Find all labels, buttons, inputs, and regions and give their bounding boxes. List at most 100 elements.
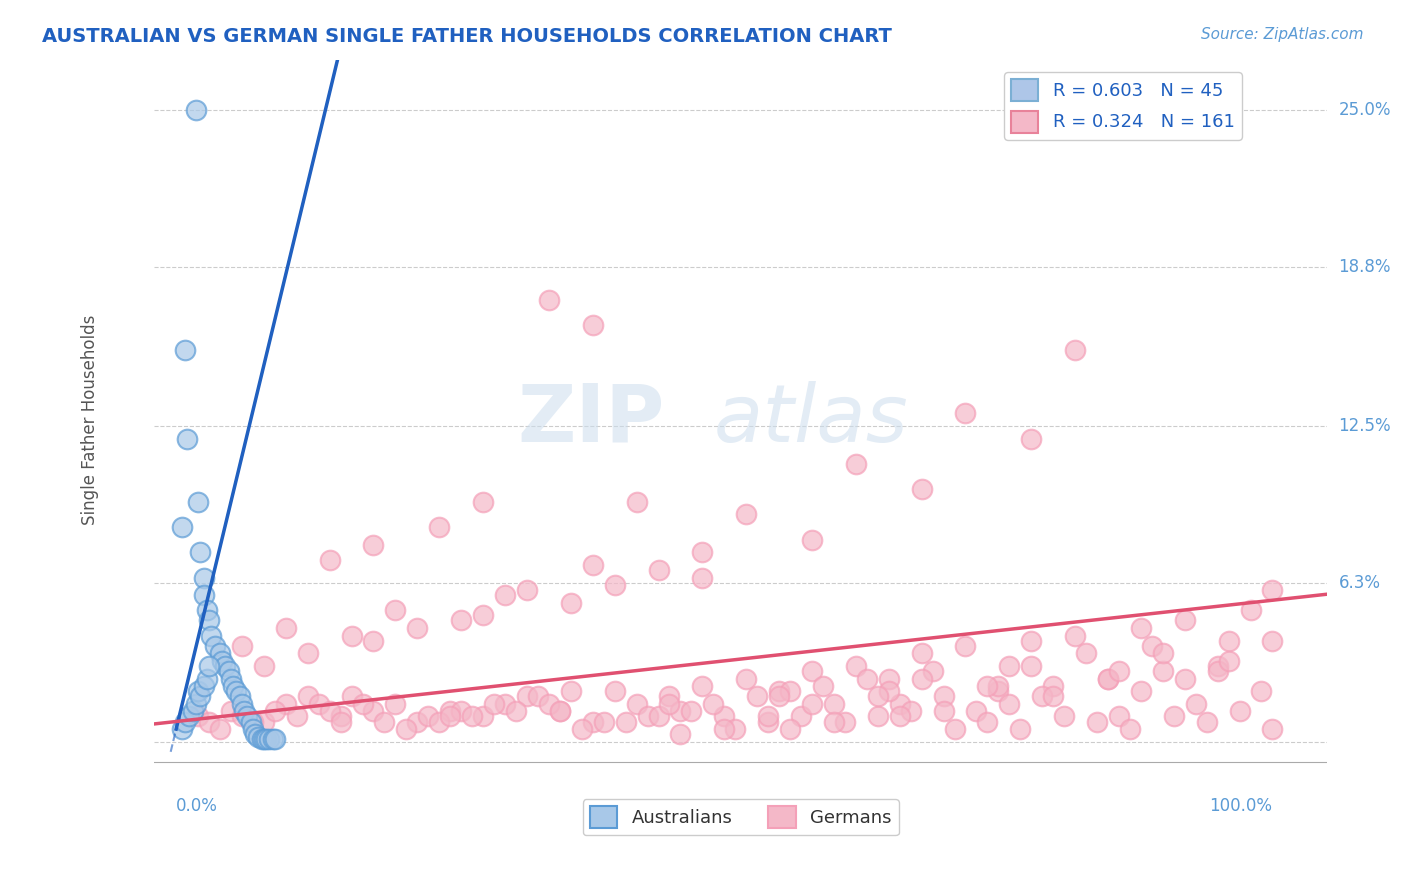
Point: [889, 697, 911, 711]
Point: [482, 697, 505, 711]
Point: [188, 545, 211, 559]
Point: [1074, 646, 1097, 660]
Point: [494, 697, 516, 711]
Point: [647, 563, 669, 577]
Point: [233, 705, 256, 719]
Point: [801, 533, 824, 547]
Point: [911, 672, 934, 686]
Point: [198, 659, 221, 673]
Point: [811, 679, 834, 693]
Point: [900, 705, 922, 719]
Point: [170, 722, 193, 736]
Point: [184, 103, 207, 117]
Point: [187, 684, 209, 698]
Point: [297, 646, 319, 660]
Point: [214, 659, 236, 673]
Point: [1229, 705, 1251, 719]
Point: [768, 684, 790, 698]
Point: [198, 614, 221, 628]
Point: [537, 697, 560, 711]
Point: [921, 664, 943, 678]
Point: [1195, 714, 1218, 729]
Point: [218, 664, 240, 678]
Point: [229, 690, 252, 704]
Point: [274, 621, 297, 635]
Point: [170, 520, 193, 534]
Point: [1184, 697, 1206, 711]
Point: [735, 672, 758, 686]
Point: [243, 727, 266, 741]
Point: [174, 714, 197, 729]
Point: [461, 709, 484, 723]
Point: [516, 690, 538, 704]
Point: [987, 679, 1010, 693]
Legend: Australians, Germans: Australians, Germans: [582, 799, 898, 836]
Point: [834, 714, 856, 729]
Point: [932, 690, 955, 704]
Point: [516, 583, 538, 598]
Point: [603, 684, 626, 698]
Point: [866, 709, 889, 723]
Point: [406, 714, 429, 729]
Text: 18.8%: 18.8%: [1339, 258, 1391, 276]
Point: [262, 732, 284, 747]
Point: [1019, 432, 1042, 446]
Point: [231, 697, 253, 711]
Point: [669, 727, 692, 741]
Point: [318, 553, 340, 567]
Point: [297, 690, 319, 704]
Point: [1152, 664, 1174, 678]
Point: [329, 709, 352, 723]
Point: [363, 705, 385, 719]
Point: [1085, 714, 1108, 729]
Point: [669, 705, 692, 719]
Point: [790, 709, 813, 723]
Point: [1031, 690, 1053, 704]
Point: [592, 714, 614, 729]
Point: [219, 705, 242, 719]
Point: [200, 629, 222, 643]
Text: 100.0%: 100.0%: [1209, 797, 1272, 815]
Point: [877, 684, 900, 698]
Point: [329, 714, 352, 729]
Point: [242, 714, 264, 729]
Point: [247, 730, 270, 744]
Point: [1019, 659, 1042, 673]
Text: AUSTRALIAN VS GERMAN SINGLE FATHER HOUSEHOLDS CORRELATION CHART: AUSTRALIAN VS GERMAN SINGLE FATHER HOUSE…: [42, 27, 891, 45]
Point: [195, 603, 218, 617]
Point: [560, 684, 582, 698]
Point: [1206, 664, 1229, 678]
Point: [1163, 709, 1185, 723]
Point: [1206, 659, 1229, 673]
Point: [823, 697, 845, 711]
Point: [198, 714, 221, 729]
Point: [911, 482, 934, 496]
Point: [384, 603, 406, 617]
Point: [911, 646, 934, 660]
Point: [976, 679, 998, 693]
Point: [236, 709, 259, 723]
Point: [439, 705, 461, 719]
Point: [1174, 672, 1197, 686]
Text: 6.3%: 6.3%: [1339, 574, 1381, 591]
Point: [505, 705, 527, 719]
Point: [439, 709, 461, 723]
Point: [253, 714, 276, 729]
Point: [181, 27, 204, 41]
Point: [955, 406, 977, 420]
Point: [537, 293, 560, 307]
Point: [1129, 684, 1152, 698]
Point: [987, 684, 1010, 698]
Point: [702, 697, 724, 711]
Point: [527, 690, 550, 704]
Point: [713, 709, 735, 723]
Text: Single Father Households: Single Father Households: [80, 314, 98, 524]
Point: [1261, 722, 1284, 736]
Point: [976, 714, 998, 729]
Point: [845, 659, 868, 673]
Point: [231, 639, 253, 653]
Point: [263, 732, 285, 747]
Point: [1064, 629, 1087, 643]
Point: [219, 672, 242, 686]
Point: [1250, 684, 1272, 698]
